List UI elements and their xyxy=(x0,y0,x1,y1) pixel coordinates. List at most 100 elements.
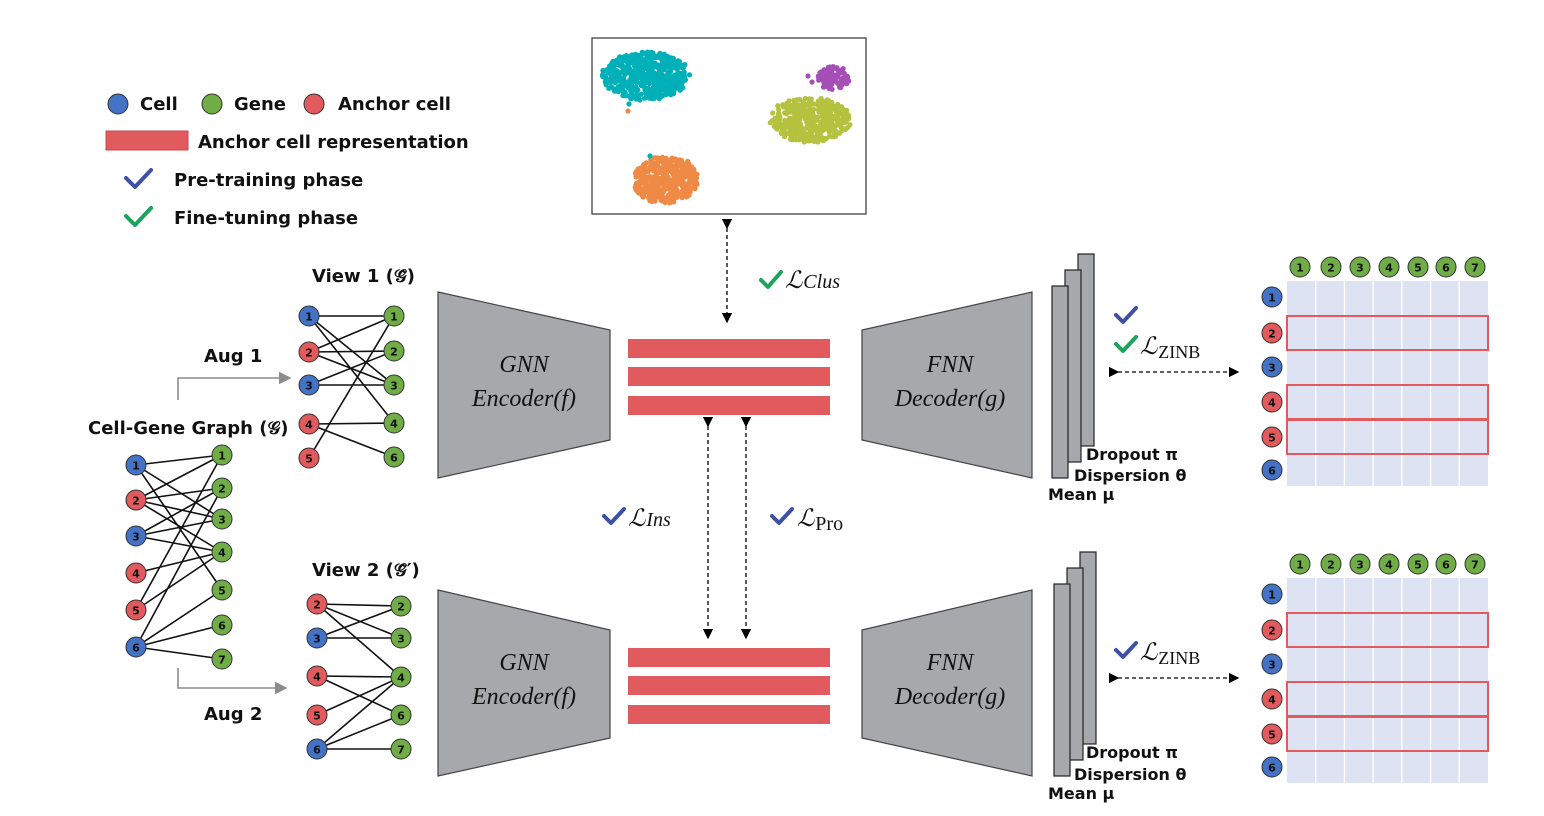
matrix-bottom-cell-4 xyxy=(1261,688,1283,710)
scatter-point-yellow-green xyxy=(817,119,824,125)
matrix-bottom-cell-5 xyxy=(1261,723,1283,745)
scatter-point-yellow-green xyxy=(842,119,848,126)
scatter-point-orange xyxy=(684,160,690,166)
scatter-point-teal xyxy=(616,75,622,81)
scatter-point-orange xyxy=(667,197,673,203)
view2-edge xyxy=(316,603,402,639)
legend-anchor-label: Anchor cell xyxy=(338,94,451,115)
decoder-bottom: FNN Decoder(g) xyxy=(861,589,1033,777)
pro-check-icon xyxy=(770,507,794,525)
matrix-top-gene-header-label-4: 4 xyxy=(1385,262,1393,275)
matrix-bottom-cell-label-2: 2 xyxy=(1268,625,1276,638)
decoder-top-line1: FNN xyxy=(926,352,976,378)
scatter-point-teal xyxy=(605,80,611,86)
matrix-top-cell-5 xyxy=(1261,426,1283,448)
scatter-point-orange xyxy=(667,190,674,196)
graph-gene-label-1: 1 xyxy=(218,450,226,463)
matrix-bottom-gene-header-1 xyxy=(1289,553,1311,575)
scatter-point-yellow-green xyxy=(788,133,794,139)
view2-gene-node-4 xyxy=(390,666,412,688)
scatter-point-yellow-green xyxy=(833,128,839,134)
expression-matrix-top: 1 2 3 4 5 6 7 1 2 3 4 5 6 xyxy=(1261,256,1489,486)
scatter-point-teal xyxy=(656,96,662,102)
view1-gene-node-3 xyxy=(383,374,405,396)
view1-cell-node-2 xyxy=(298,341,320,363)
matrix-bottom-gene-header-label-1: 1 xyxy=(1296,559,1304,572)
graph-gene-label-3: 3 xyxy=(218,514,226,527)
view1-edge xyxy=(308,315,395,353)
matrix-bottom-cell-2 xyxy=(1261,619,1283,641)
graph-gene-label-2: 2 xyxy=(218,483,226,496)
matrix-bottom-anchor-row-2 xyxy=(1286,612,1489,648)
matrix-top-cell-label-4: 4 xyxy=(1268,397,1276,410)
matrix-top-gene-header-label-5: 5 xyxy=(1414,262,1422,275)
scatter-point-yellow-green xyxy=(775,103,781,109)
scatter-point-orange xyxy=(691,166,697,172)
ins-check-icon xyxy=(602,507,626,525)
out-top-mean: Mean μ xyxy=(1048,485,1115,504)
graph-gene-node-1 xyxy=(211,444,233,466)
scatter-point-orange xyxy=(656,178,663,184)
cell-gene-graph: 1 2 3 4 5 6 1 2 3 4 5 6 7 xyxy=(125,444,233,670)
scatter-point-teal xyxy=(614,86,620,92)
scatter-point-teal xyxy=(663,58,670,64)
matrix-top-cell-label-2: 2 xyxy=(1268,328,1276,341)
matrix-bottom-cell-3 xyxy=(1261,653,1283,675)
decoder-bottom-line1: FNN xyxy=(926,650,976,676)
graph-edge xyxy=(135,487,223,501)
scatter-point-yellow-green xyxy=(770,110,776,116)
scatter-point-teal xyxy=(634,69,640,75)
scatter-point-teal xyxy=(679,62,685,68)
scatter-point-teal xyxy=(615,59,622,66)
view1-cell-label-3: 3 xyxy=(305,380,313,393)
scatter-point-yellow-green xyxy=(822,124,828,130)
graph-cell-node-1 xyxy=(125,454,147,476)
encoder-bottom-line1: GNN xyxy=(499,650,550,676)
matrix-bottom-gene-header-label-5: 5 xyxy=(1414,559,1422,572)
scatter-point-yellow-green xyxy=(808,113,814,119)
scatter-point-yellow-green xyxy=(817,124,823,131)
scatter-point-yellow-green xyxy=(799,129,805,135)
encoder-top-line2: Encoder(f) xyxy=(471,386,576,412)
scatter-point-orange xyxy=(654,155,661,161)
scatter-point-teal xyxy=(601,74,607,80)
graph-edge xyxy=(135,454,223,466)
scatter-point-teal xyxy=(639,82,645,88)
graph-edge xyxy=(135,454,223,501)
clus-check-icon xyxy=(759,270,783,289)
scatter-point-yellow-green xyxy=(835,101,841,107)
view1-edge xyxy=(308,422,395,425)
scatter-point-orange xyxy=(668,185,674,191)
scatter-point-purple xyxy=(831,65,837,71)
view2-cell-node-4 xyxy=(306,665,328,687)
scatter-point-orange xyxy=(660,185,667,191)
graph-edge xyxy=(135,518,223,537)
scatter-point-yellow-green xyxy=(784,100,790,106)
output-layers-top xyxy=(1051,253,1095,479)
view1-gene-node-2 xyxy=(383,340,405,362)
matrix-bottom-gene-header-label-4: 4 xyxy=(1385,559,1393,572)
matrix-top-gene-header-label-7: 7 xyxy=(1471,262,1479,275)
scatter-point-yellow-green xyxy=(829,127,835,133)
scatter-point-yellow-green xyxy=(798,124,804,130)
scatter-point-yellow-green xyxy=(844,107,850,113)
scatter-point-orange xyxy=(652,190,658,196)
view2-gene-label-4: 4 xyxy=(397,672,405,685)
scatter-point-teal xyxy=(629,88,635,94)
view1-cell-node-4 xyxy=(298,413,320,435)
scatter-point-yellow-green xyxy=(794,116,800,122)
scatter-point-teal xyxy=(686,72,693,78)
graph-gene-label-7: 7 xyxy=(218,654,226,667)
scatter-point-orange xyxy=(659,192,665,198)
scatter-point-teal xyxy=(650,54,656,61)
view2-gene-label-2: 2 xyxy=(397,601,405,614)
scatter-point-orange xyxy=(649,198,655,204)
aug1-arrow xyxy=(177,371,292,400)
scatter-point-teal xyxy=(675,70,681,76)
scatter-point-teal xyxy=(642,63,648,69)
scatter-point-orange xyxy=(639,174,645,180)
scatter-point-yellow-green xyxy=(807,122,813,128)
scatter-point-orange xyxy=(646,195,652,201)
matrix-bottom-gene-header-label-6: 6 xyxy=(1442,559,1450,572)
matrix-bottom-cell-label-4: 4 xyxy=(1268,694,1276,707)
